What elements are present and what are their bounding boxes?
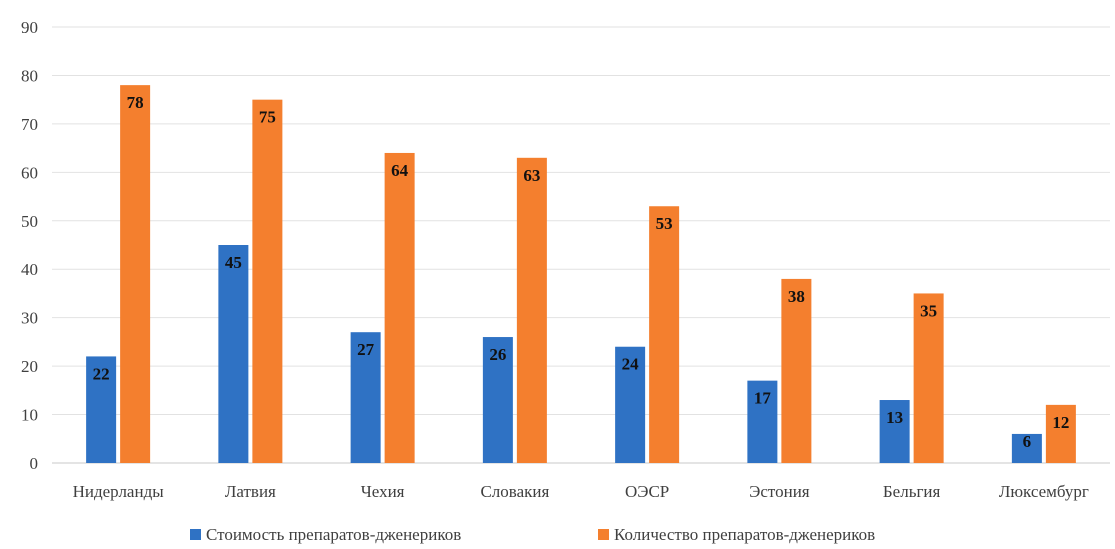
x-category-label: Чехия bbox=[361, 482, 405, 501]
x-category-label: Нидерланды bbox=[73, 482, 165, 501]
data-labels: 22 78 45 75 27 64 26 63 24 53 17 38 13 35 6 12 bbox=[93, 93, 1070, 451]
data-label: 12 bbox=[1052, 413, 1069, 432]
bar-series-1 bbox=[218, 245, 249, 463]
x-category-label: Люксембург bbox=[999, 482, 1089, 501]
y-tick-label: 50 bbox=[21, 212, 38, 231]
legend-swatch-series-2 bbox=[598, 529, 609, 540]
x-category-label: Словакия bbox=[480, 482, 549, 501]
bar-series-1 bbox=[615, 346, 646, 463]
bar-series-1 bbox=[86, 356, 117, 463]
data-label: 64 bbox=[391, 161, 409, 180]
data-label: 75 bbox=[259, 108, 276, 127]
bar-series-2 bbox=[913, 293, 944, 463]
bar-series-2 bbox=[384, 152, 415, 463]
y-tick-label: 20 bbox=[21, 357, 38, 376]
legend: Стоимость препаратов-дженериков Количест… bbox=[190, 525, 875, 544]
y-tick-label: 80 bbox=[21, 66, 38, 85]
bar-series-1 bbox=[350, 332, 381, 463]
y-tick-label: 10 bbox=[21, 406, 38, 425]
y-tick-label: 0 bbox=[30, 454, 39, 473]
x-category-label: Бельгия bbox=[883, 482, 941, 501]
y-tick-label: 90 bbox=[21, 18, 38, 37]
x-category-label: Эстония bbox=[749, 482, 810, 501]
bar-series-2 bbox=[120, 85, 151, 463]
x-category-label: ОЭСР bbox=[625, 482, 669, 501]
data-label: 13 bbox=[886, 408, 903, 427]
data-label: 35 bbox=[920, 301, 937, 320]
legend-label-series-1: Стоимость препаратов-дженериков bbox=[206, 525, 461, 544]
y-tick-label: 40 bbox=[21, 260, 38, 279]
x-category-label: Латвия bbox=[225, 482, 276, 501]
data-label: 24 bbox=[622, 355, 640, 374]
bar-series-2 bbox=[516, 157, 547, 464]
y-tick-label: 30 bbox=[21, 309, 38, 328]
data-label: 78 bbox=[127, 93, 144, 112]
legend-label-series-2: Количество препаратов-дженериков bbox=[614, 525, 875, 544]
x-axis-category-labels: Нидерланды Латвия Чехия Словакия ОЭСР Эстония… bbox=[73, 482, 1089, 501]
bar-series-2 bbox=[1045, 404, 1076, 463]
bar-series-1 bbox=[482, 337, 513, 463]
data-label: 27 bbox=[357, 340, 375, 359]
bar-series-1 bbox=[1011, 433, 1042, 463]
data-label: 6 bbox=[1023, 432, 1032, 451]
y-axis-tick-labels: 0 10 20 30 40 50 60 70 80 90 bbox=[21, 18, 38, 473]
data-label: 45 bbox=[225, 253, 242, 272]
data-label: 22 bbox=[93, 364, 110, 383]
gridlines bbox=[52, 26, 1110, 464]
bar-series-1 bbox=[879, 400, 910, 463]
legend-swatch-series-1 bbox=[190, 529, 201, 540]
data-label: 63 bbox=[523, 166, 540, 185]
bar-series-2 bbox=[781, 278, 812, 463]
y-tick-label: 70 bbox=[21, 115, 38, 134]
data-label: 53 bbox=[656, 214, 673, 233]
data-label: 38 bbox=[788, 287, 805, 306]
bars bbox=[86, 85, 1076, 464]
data-label: 26 bbox=[489, 345, 506, 364]
bar-series-2 bbox=[252, 99, 283, 464]
data-label: 17 bbox=[754, 389, 772, 408]
bar-series-1 bbox=[747, 380, 778, 463]
y-tick-label: 60 bbox=[21, 163, 38, 182]
bar-series-2 bbox=[649, 206, 680, 463]
